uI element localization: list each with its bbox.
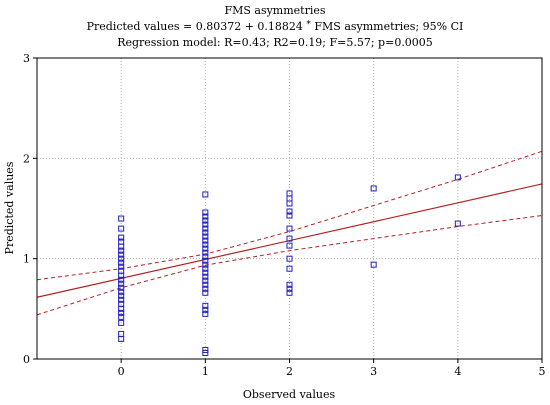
data-point <box>202 306 209 313</box>
ci-lower-line <box>36 215 543 316</box>
data-point <box>118 309 125 316</box>
x-tick-label: 4 <box>454 365 461 378</box>
data-point <box>202 229 209 236</box>
chart-title: FMS asymmetries <box>224 4 325 17</box>
data-point <box>118 296 125 303</box>
data-point <box>202 257 209 264</box>
data-point <box>202 241 209 248</box>
data-point <box>118 251 125 258</box>
data-point <box>202 349 209 356</box>
data-point <box>118 292 125 299</box>
x-tick-label: 1 <box>202 365 209 378</box>
data-points <box>118 174 461 356</box>
data-point <box>202 281 209 288</box>
data-point <box>202 277 209 284</box>
x-axis-ticks: 0 1 2 3 4 5 <box>118 359 546 378</box>
data-point <box>286 289 293 296</box>
subtitle-equation: Predicted values = 0.80372 + 0.18824 <box>87 20 307 33</box>
data-point <box>202 249 209 256</box>
x-tick-label: 0 <box>118 365 125 378</box>
data-point <box>454 174 461 181</box>
data-point <box>202 310 209 317</box>
multiply-symbol: * <box>306 20 311 30</box>
data-point <box>118 319 125 326</box>
data-point <box>454 220 461 227</box>
data-point <box>202 225 209 232</box>
y-tick-label: 2 <box>23 152 30 165</box>
data-point <box>118 259 125 266</box>
data-point <box>118 300 125 307</box>
data-point <box>202 273 209 280</box>
x-tick-label: 5 <box>539 365 546 378</box>
data-point <box>202 221 209 228</box>
data-point <box>202 261 209 268</box>
data-point <box>202 346 209 353</box>
data-point <box>118 313 125 320</box>
data-point <box>202 265 209 272</box>
y-axis-ticks: 0 1 2 3 <box>23 52 37 366</box>
data-point <box>286 208 293 215</box>
x-axis-label: Observed values <box>243 388 336 401</box>
y-tick-label: 0 <box>23 353 30 366</box>
data-point <box>286 281 293 288</box>
data-point <box>286 255 293 262</box>
data-point <box>286 285 293 292</box>
ci-upper-line <box>36 150 543 281</box>
data-point <box>202 302 209 309</box>
data-point <box>286 242 293 249</box>
chart-subtitle-model: Regression model: R=0.43; R2=0.19; F=5.5… <box>117 36 433 49</box>
data-point <box>202 289 209 296</box>
data-point <box>202 285 209 292</box>
data-point <box>118 330 125 337</box>
data-point <box>118 284 125 291</box>
data-point <box>370 261 377 268</box>
x-tick-label: 2 <box>286 365 293 378</box>
data-point <box>202 269 209 276</box>
data-point <box>202 245 209 252</box>
data-point <box>118 215 125 222</box>
data-point <box>370 185 377 192</box>
data-point <box>202 217 209 224</box>
data-point <box>202 213 209 220</box>
data-point <box>118 276 125 283</box>
chart-subtitle: Predicted values = 0.80372 + 0.18824 * F… <box>87 20 464 33</box>
data-point <box>202 233 209 240</box>
x-tick-label: 3 <box>370 365 377 378</box>
data-point <box>118 255 125 262</box>
data-point <box>286 265 293 272</box>
data-point <box>118 234 125 241</box>
data-point <box>118 225 125 232</box>
data-point <box>202 191 209 198</box>
data-point <box>286 190 293 197</box>
data-point <box>118 238 125 245</box>
y-axis-label: Predicted values <box>3 161 16 254</box>
data-point <box>202 253 209 260</box>
data-point <box>286 225 293 232</box>
data-point <box>286 235 293 242</box>
data-point <box>118 247 125 254</box>
data-point <box>118 263 125 270</box>
data-point <box>202 237 209 244</box>
data-point <box>286 212 293 219</box>
y-tick-label: 3 <box>23 52 30 65</box>
y-tick-label: 1 <box>23 253 30 266</box>
subtitle-ci: FMS asymmetries; 95% CI <box>311 20 463 33</box>
data-point <box>118 280 125 287</box>
data-point <box>202 209 209 216</box>
data-point <box>118 267 125 274</box>
data-point <box>118 288 125 295</box>
grid-lines <box>37 58 542 359</box>
